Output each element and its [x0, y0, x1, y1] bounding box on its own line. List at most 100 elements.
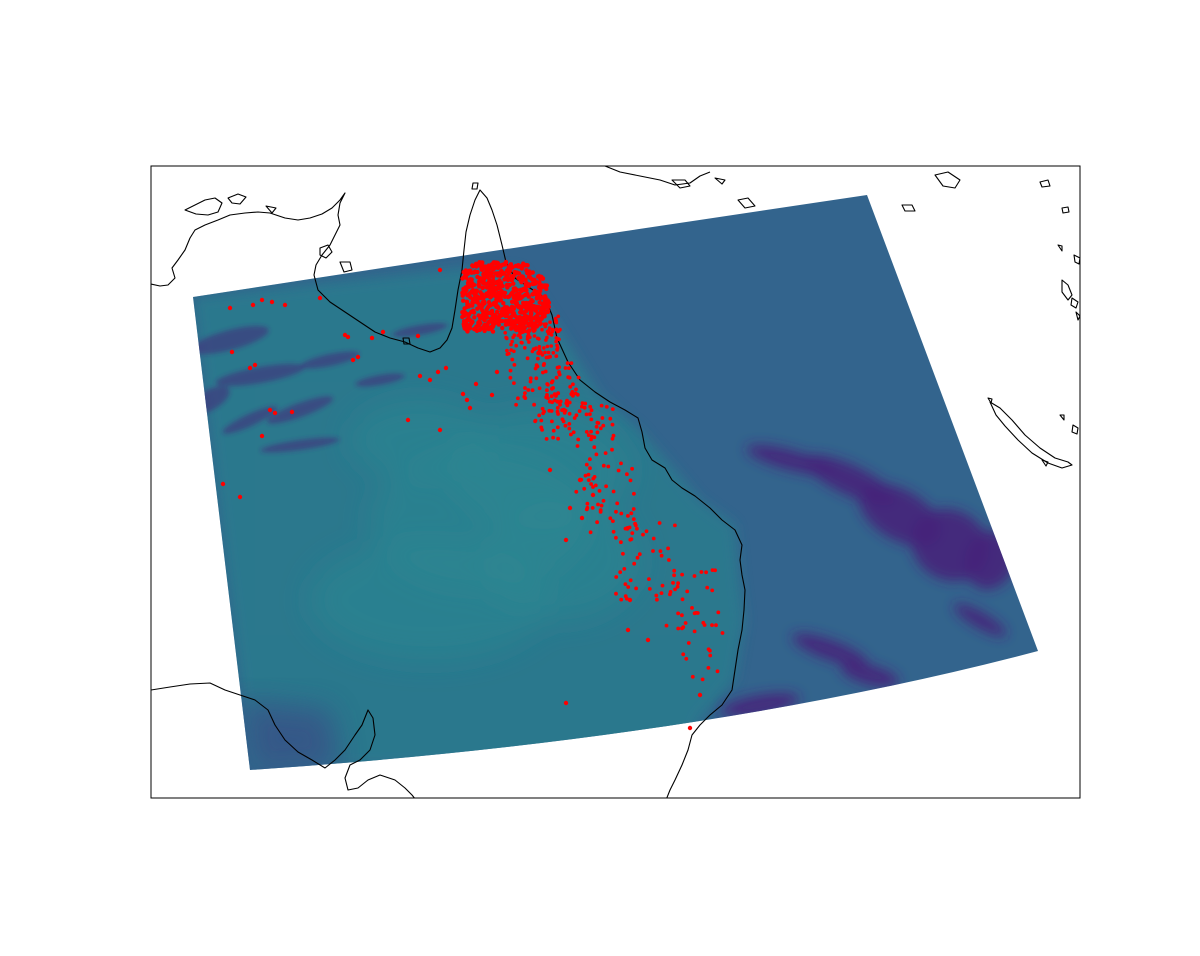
hotspot — [584, 412, 589, 417]
hotspot — [531, 347, 536, 351]
hotspot — [598, 508, 603, 513]
hotspot — [259, 297, 265, 303]
hotspot — [692, 574, 697, 578]
coastline-segment — [471, 182, 479, 190]
hotspot — [708, 653, 713, 658]
hotspot — [489, 392, 495, 398]
coastline-segment — [339, 261, 353, 273]
hotspot — [547, 467, 553, 473]
hotspot — [720, 631, 725, 635]
coastline-segment — [714, 177, 726, 185]
hotspot — [584, 507, 589, 512]
hotspot — [514, 314, 518, 319]
hotspot — [577, 477, 583, 483]
hotspot — [417, 373, 423, 379]
hotspot — [541, 363, 546, 367]
hotspot — [600, 416, 605, 420]
coastline-segment — [1041, 459, 1049, 467]
hotspot — [567, 400, 572, 405]
hotspot — [220, 481, 226, 487]
hotspot — [282, 302, 288, 308]
hotspot — [530, 321, 535, 325]
hotspot — [521, 261, 526, 266]
warm-land-areas — [310, 400, 640, 660]
hotspot — [481, 295, 486, 300]
hotspot — [504, 335, 508, 340]
hotspot — [522, 325, 527, 330]
coastline-segment — [184, 197, 223, 216]
hotspot — [508, 277, 514, 283]
hotspot — [508, 262, 513, 268]
hotspot — [499, 313, 504, 318]
hotspot — [549, 333, 554, 337]
satellite-swath — [193, 195, 1038, 770]
hotspot — [680, 613, 684, 618]
hotspot — [488, 278, 493, 284]
hotspot — [516, 396, 520, 401]
hotspot — [539, 425, 544, 430]
hotspot — [700, 677, 705, 682]
coastline-segment — [1061, 279, 1073, 301]
hotspot — [690, 674, 695, 679]
hotspot — [571, 430, 576, 435]
hotspot — [590, 492, 596, 498]
hotspot — [632, 491, 636, 496]
hotspot — [540, 406, 545, 411]
hotspot — [550, 329, 555, 334]
hotspot — [540, 314, 545, 319]
hotspot — [505, 277, 511, 283]
hotspot — [539, 350, 543, 355]
hotspot — [692, 611, 697, 616]
hotspot — [474, 294, 480, 299]
hotspot — [237, 494, 243, 500]
hotspot — [499, 318, 505, 324]
hotspot — [480, 303, 485, 308]
coastline-segment — [987, 397, 993, 404]
coastline-segment — [989, 401, 1073, 469]
hotspot — [489, 319, 494, 324]
hotspot — [588, 404, 593, 409]
hotspot — [622, 567, 627, 571]
hotspot — [532, 402, 536, 407]
hotspot — [369, 335, 375, 341]
hotspot — [474, 300, 480, 305]
hotspot — [504, 268, 510, 273]
hotspot — [625, 472, 629, 477]
hotspot — [683, 621, 688, 625]
hotspot — [463, 290, 468, 295]
hotspot — [510, 357, 515, 362]
hotspot — [467, 326, 473, 331]
hotspot — [584, 462, 589, 467]
hotspot — [514, 402, 518, 407]
hotspot — [495, 273, 501, 278]
hotspot — [472, 269, 478, 274]
hotspot — [687, 725, 693, 731]
hotspot — [523, 396, 528, 400]
hotspot — [539, 285, 544, 290]
hotspot — [549, 380, 554, 385]
hotspot — [516, 275, 521, 281]
hotspot — [554, 339, 558, 344]
hotspot — [514, 343, 518, 348]
hotspot — [545, 344, 550, 349]
hotspot — [571, 382, 575, 387]
hotspot — [463, 268, 468, 273]
hotspot — [632, 561, 637, 566]
hotspot — [558, 402, 562, 407]
hotspot — [575, 444, 580, 448]
hotspot — [555, 425, 560, 430]
hotspot — [542, 346, 546, 350]
hotspot — [534, 289, 539, 294]
hotspot — [644, 529, 649, 534]
hotspot — [496, 284, 501, 289]
hotspot — [500, 325, 505, 331]
hotspot — [560, 408, 564, 413]
hotspot — [569, 361, 574, 365]
hotspot — [588, 530, 593, 535]
hotspot — [568, 384, 573, 389]
hotspot — [601, 498, 606, 503]
hotspot — [520, 278, 525, 283]
hotspot — [680, 572, 684, 577]
hotspot — [505, 348, 509, 353]
